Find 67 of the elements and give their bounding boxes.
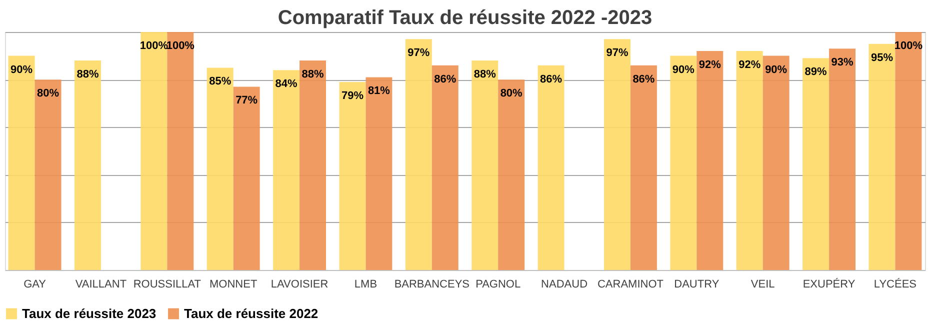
data-label: 86% — [632, 73, 655, 86]
x-tick-label: NADAUD — [541, 278, 588, 290]
bar — [472, 60, 498, 270]
bar — [604, 39, 630, 270]
bar — [366, 77, 392, 270]
data-label: 92% — [738, 59, 761, 72]
legend-label: Taux de réussite 2022 — [184, 306, 318, 321]
data-label: 80% — [37, 88, 60, 100]
data-label: 77% — [236, 94, 258, 107]
bar — [140, 32, 168, 270]
x-tick-label: PAGNOL — [476, 278, 521, 290]
bar — [432, 65, 458, 270]
bar — [233, 86, 260, 270]
data-label: 80% — [500, 88, 523, 100]
chart-title: Comparatif Taux de réussite 2022 -2023 — [278, 7, 652, 29]
data-label: 100% — [140, 40, 168, 52]
bar — [34, 80, 62, 270]
bar — [538, 65, 564, 270]
data-label: 89% — [804, 66, 828, 78]
bar — [895, 32, 922, 270]
x-tick-label: ROUSSILLAT — [133, 278, 202, 290]
data-label: 84% — [275, 78, 298, 90]
bar — [405, 39, 432, 270]
data-label: 90% — [672, 64, 695, 76]
bar — [339, 82, 366, 270]
bar — [8, 56, 35, 270]
x-tick-label: MONNET — [210, 278, 258, 290]
data-label: 97% — [606, 47, 628, 60]
data-label: 88% — [474, 68, 496, 81]
bar — [762, 56, 790, 270]
data-label: 88% — [76, 68, 99, 81]
bar — [167, 32, 194, 270]
bar — [498, 80, 525, 270]
bar — [868, 44, 896, 270]
legend-label: Taux de réussite 2023 — [22, 306, 156, 321]
bar — [206, 68, 234, 270]
data-label: 88% — [302, 68, 324, 81]
bar — [74, 60, 101, 270]
data-label: 92% — [698, 59, 722, 72]
bar — [736, 51, 763, 270]
data-label: 90% — [765, 64, 788, 76]
data-label: 86% — [434, 73, 456, 86]
x-tick-label: CARAMINOT — [597, 278, 664, 290]
data-label: 90% — [10, 64, 33, 76]
bar — [300, 60, 326, 270]
data-label: 97% — [408, 47, 430, 60]
bar — [696, 51, 724, 270]
data-label: 79% — [341, 90, 364, 102]
bar — [670, 56, 697, 270]
x-tick-label: VAILLANT — [75, 278, 127, 290]
x-tick-label: GAY — [24, 278, 47, 290]
x-tick-label: LYCÉES — [874, 278, 917, 290]
x-tick-label: DAUTRY — [674, 278, 720, 290]
bar — [802, 58, 830, 270]
bar — [829, 48, 856, 270]
data-label: 93% — [831, 56, 854, 69]
x-tick-label: VEIL — [750, 278, 775, 290]
x-tick-label: LAVOISIER — [270, 278, 328, 290]
x-tick-label: BARBANCEYS — [394, 278, 470, 290]
data-label: 81% — [368, 85, 390, 98]
data-label: 95% — [870, 52, 894, 64]
data-label: 86% — [540, 73, 562, 86]
bar — [273, 70, 300, 270]
x-tick-label: LMB — [354, 278, 378, 290]
bar — [630, 65, 657, 270]
data-label: 85% — [209, 76, 232, 88]
x-tick-label: EXUPÉRY — [802, 278, 856, 290]
